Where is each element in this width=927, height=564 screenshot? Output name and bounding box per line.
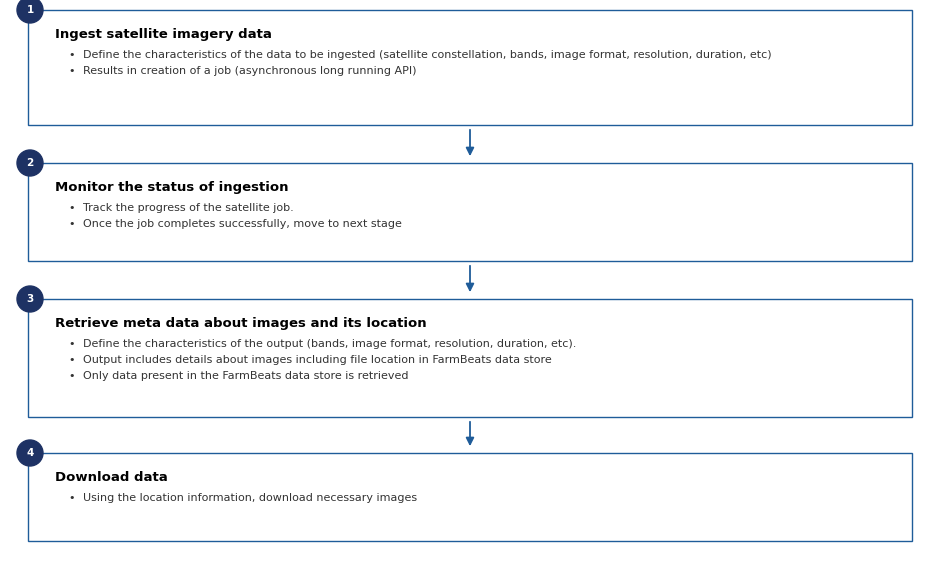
Text: •: • bbox=[69, 371, 75, 381]
Text: Output includes details about images including file location in FarmBeats data s: Output includes details about images inc… bbox=[83, 355, 552, 365]
Circle shape bbox=[17, 0, 43, 23]
Text: 1: 1 bbox=[26, 5, 33, 15]
Text: •: • bbox=[69, 203, 75, 213]
Circle shape bbox=[17, 150, 43, 176]
Text: Download data: Download data bbox=[55, 471, 168, 484]
Text: Results in creation of a job (asynchronous long running API): Results in creation of a job (asynchrono… bbox=[83, 66, 416, 76]
Circle shape bbox=[17, 286, 43, 312]
Text: Ingest satellite imagery data: Ingest satellite imagery data bbox=[55, 28, 272, 41]
Text: 3: 3 bbox=[26, 294, 33, 304]
Text: 2: 2 bbox=[26, 158, 33, 168]
Bar bbox=[28, 299, 911, 417]
Circle shape bbox=[17, 440, 43, 466]
Bar bbox=[28, 10, 911, 125]
Text: Track the progress of the satellite job.: Track the progress of the satellite job. bbox=[83, 203, 294, 213]
Text: •: • bbox=[69, 355, 75, 365]
Text: •: • bbox=[69, 493, 75, 503]
Text: Using the location information, download necessary images: Using the location information, download… bbox=[83, 493, 416, 503]
Text: Only data present in the FarmBeats data store is retrieved: Only data present in the FarmBeats data … bbox=[83, 371, 408, 381]
Text: •: • bbox=[69, 339, 75, 349]
Text: •: • bbox=[69, 50, 75, 60]
Text: Define the characteristics of the output (bands, image format, resolution, durat: Define the characteristics of the output… bbox=[83, 339, 576, 349]
Text: Define the characteristics of the data to be ingested (satellite constellation, : Define the characteristics of the data t… bbox=[83, 50, 770, 60]
Text: 4: 4 bbox=[26, 448, 33, 458]
Text: •: • bbox=[69, 219, 75, 229]
Bar bbox=[28, 163, 911, 261]
Bar bbox=[28, 453, 911, 541]
Text: Monitor the status of ingestion: Monitor the status of ingestion bbox=[55, 181, 288, 194]
Text: •: • bbox=[69, 66, 75, 76]
Text: Once the job completes successfully, move to next stage: Once the job completes successfully, mov… bbox=[83, 219, 401, 229]
Text: Retrieve meta data about images and its location: Retrieve meta data about images and its … bbox=[55, 317, 426, 330]
